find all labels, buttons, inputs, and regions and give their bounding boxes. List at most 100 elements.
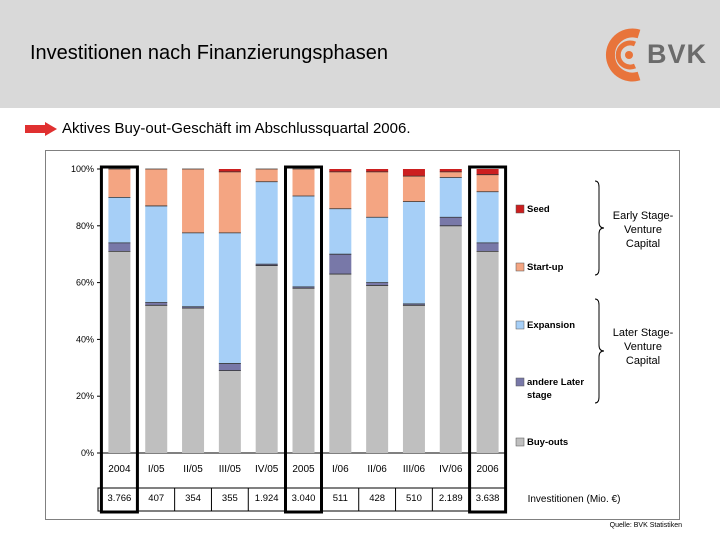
bar-segment-seed	[366, 169, 389, 172]
bar-segment-seed	[476, 169, 499, 175]
bar-segment-expansion	[145, 205, 168, 303]
legend-swatch-expansion	[515, 320, 525, 330]
x-tick-label: 2005	[292, 464, 315, 475]
x-tick-label: 2006	[476, 464, 499, 475]
bar-segment-startup	[439, 171, 462, 178]
stacked-bar-chart: 0% 20% 40% 60% 80% 100% 2004 3.766 I/05 407 II/05 3…	[71, 164, 674, 514]
bar-segment-startup	[329, 171, 352, 209]
brace-early-stage	[594, 180, 605, 276]
arrow-right-icon	[25, 122, 57, 136]
bar-segment-later	[402, 303, 425, 306]
bar-segment-expansion	[329, 208, 352, 255]
bar-segment-later	[439, 217, 462, 226]
investment-value: 407	[148, 493, 164, 504]
x-tick-label: I/06	[332, 464, 349, 475]
investment-value: 3.040	[292, 493, 316, 504]
bar-segment-later	[366, 282, 389, 286]
bar-segment-startup	[366, 171, 389, 218]
investment-row-frame	[97, 487, 507, 512]
y-tick-label: 0%	[81, 448, 94, 458]
bar-segment-startup	[402, 176, 425, 202]
brace-label-early: Early Stage-	[613, 210, 674, 222]
y-tick-label: 20%	[76, 391, 94, 401]
subtitle: Aktives Buy-out-Geschäft im Abschlussqua…	[62, 120, 411, 137]
x-tick-label: II/06	[367, 464, 387, 475]
highlight-box	[99, 165, 139, 514]
bar-segment-buyouts	[108, 251, 131, 453]
legend-label: Buy-outs	[527, 437, 568, 448]
bvk-logo: BVK	[605, 20, 715, 90]
bar-segment-seed	[439, 169, 462, 172]
bar-segment-startup	[145, 169, 168, 206]
legend-swatch-buyouts	[515, 437, 525, 447]
highlight-box	[468, 165, 508, 514]
x-tick-label: III/05	[219, 464, 242, 475]
bar-segment-buyouts	[366, 285, 389, 453]
page-title: Investitionen nach Finanzierungsphasen	[30, 42, 389, 64]
brace-label-later: Later Stage-	[613, 327, 674, 339]
bar-segment-buyouts	[329, 274, 352, 453]
y-tick-label: 80%	[76, 221, 94, 231]
bar-segment-expansion	[292, 195, 315, 287]
bar-segment-buyouts	[255, 265, 278, 453]
investment-value: 354	[185, 493, 201, 504]
legend-label: stage	[527, 390, 552, 401]
investment-value: 2.189	[439, 493, 463, 504]
bar-segment-buyouts	[292, 288, 315, 453]
logo-text: BVK	[647, 39, 708, 69]
bar-segment-seed	[402, 169, 425, 177]
brace-label-early: Capital	[626, 238, 660, 250]
bar-segment-startup	[292, 169, 315, 196]
y-tick-label: 100%	[71, 164, 94, 174]
bar-segment-buyouts	[182, 308, 205, 453]
investment-value: 428	[369, 493, 385, 504]
x-tick-label: I/05	[148, 464, 165, 475]
x-tick-label: IV/05	[255, 464, 279, 475]
bvk-logo-icon	[605, 28, 641, 82]
brace-label-early: Venture	[624, 224, 662, 236]
bar-segment-expansion	[108, 197, 131, 243]
investment-row-label: Investitionen (Mio. €)	[528, 494, 621, 505]
y-tick-label: 40%	[76, 334, 94, 344]
legend-label: Expansion	[527, 320, 575, 331]
legend-label: Seed	[527, 204, 550, 215]
bar-segment-startup	[218, 171, 241, 233]
bar-segment-buyouts	[439, 225, 462, 453]
investment-value: 1.924	[255, 493, 279, 504]
bar-segment-expansion	[255, 181, 278, 265]
investment-value: 3.638	[476, 493, 500, 504]
bar-segment-later	[255, 264, 278, 266]
bar-segment-startup	[108, 169, 131, 198]
bar-segment-later	[108, 242, 131, 252]
bar-segment-expansion	[476, 191, 499, 243]
investment-value: 510	[406, 493, 422, 504]
bar-segment-later	[145, 302, 168, 306]
legend-label: Start-up	[527, 262, 564, 273]
legend-swatch-later	[515, 377, 525, 387]
bar-segment-later	[292, 286, 315, 289]
bar-segment-expansion	[218, 232, 241, 364]
bar-segment-later	[182, 306, 205, 309]
x-tick-label: II/05	[183, 464, 203, 475]
bar-segment-later	[329, 254, 352, 275]
bar-segment-expansion	[182, 232, 205, 307]
bar-segment-seed	[329, 169, 352, 172]
bar-segment-buyouts	[218, 370, 241, 453]
bar-segment-expansion	[366, 217, 389, 283]
bar-segment-later	[218, 363, 241, 371]
legend-label: andere Later	[527, 377, 584, 388]
bar-segment-expansion	[402, 201, 425, 304]
bar-segment-buyouts	[402, 305, 425, 453]
brace-later-stage	[594, 298, 605, 404]
legend-swatch-seed	[515, 204, 525, 214]
investment-value: 355	[222, 493, 238, 504]
x-tick-label: III/06	[403, 464, 426, 475]
bar-segment-buyouts	[476, 251, 499, 453]
brace-label-later: Venture	[624, 341, 662, 353]
bar-segment-later	[476, 242, 499, 252]
x-tick-label: IV/06	[439, 464, 463, 475]
investment-value: 511	[333, 493, 348, 504]
y-tick-label: 60%	[76, 278, 94, 288]
x-tick-label: 2004	[108, 464, 131, 475]
bar-segment-expansion	[439, 177, 462, 218]
